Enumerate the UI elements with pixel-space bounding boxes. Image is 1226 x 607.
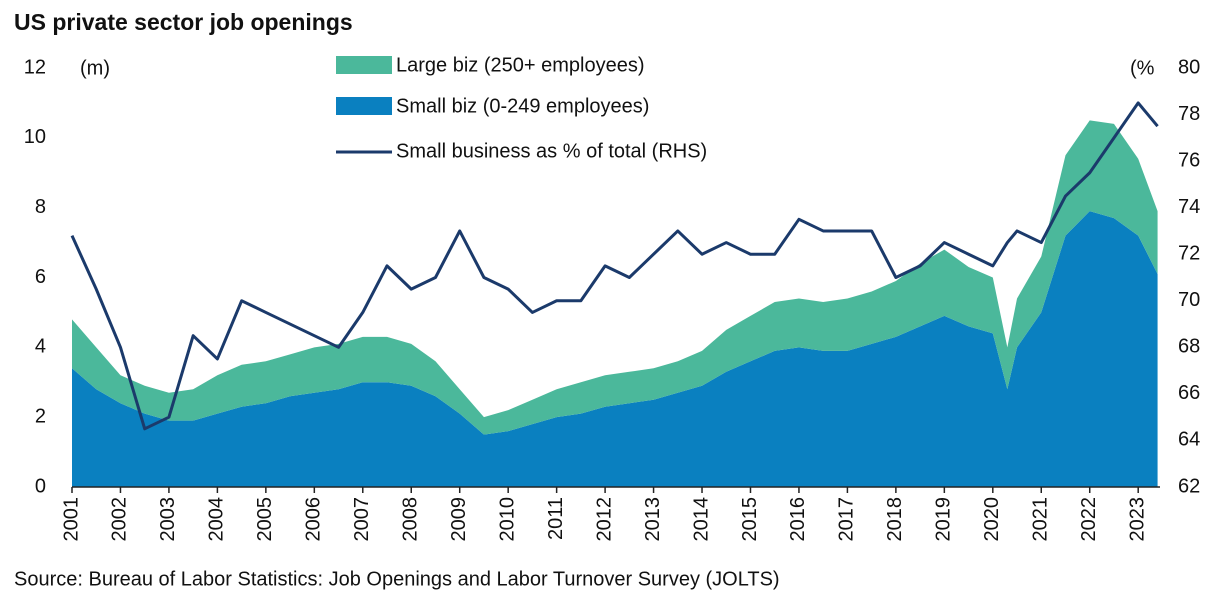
legend: Large biz (250+ employees) Small biz (0-… <box>336 54 707 162</box>
x-tick-label: 2007 <box>351 497 373 542</box>
x-tick-label: 2004 <box>206 497 228 542</box>
y2-tick-label: 72 <box>1178 243 1200 265</box>
y-tick-label: 2 <box>35 405 46 427</box>
x-tick-label: 2018 <box>884 497 906 542</box>
x-tick-label: 2019 <box>933 497 955 542</box>
legend-swatch <box>336 56 392 74</box>
y-tick-label: 4 <box>35 336 46 358</box>
legend-swatch <box>336 97 392 115</box>
x-tick-label: 2010 <box>496 497 518 542</box>
y-tick-label: 0 <box>35 475 46 497</box>
y-tick-label: 6 <box>35 266 46 288</box>
y2-tick-label: 70 <box>1178 289 1200 311</box>
x-tick-label: 2005 <box>254 497 276 542</box>
y-unit: (m) <box>80 57 110 79</box>
x-tick-label: 2001 <box>60 497 82 542</box>
x-tick-label: 2015 <box>739 497 761 542</box>
x-tick-label: 2006 <box>303 497 325 542</box>
x-tick-label: 2014 <box>690 497 712 542</box>
legend-label: Large biz (250+ employees) <box>396 54 644 76</box>
y2-tick-label: 74 <box>1178 196 1200 218</box>
x-tick-label: 2016 <box>787 497 809 542</box>
x-tick-label: 2008 <box>400 497 422 542</box>
x-tick-label: 2013 <box>642 497 664 542</box>
y2-tick-label: 68 <box>1178 336 1200 358</box>
area <box>72 120 1158 435</box>
source: Source: Bureau of Labor Statistics: Job … <box>14 568 780 590</box>
y2-tick-label: 80 <box>1178 56 1200 78</box>
y2-tick-label: 76 <box>1178 149 1200 171</box>
legend-label: Small biz (0-249 employees) <box>396 95 649 117</box>
y2-tick-label: 78 <box>1178 103 1200 125</box>
y2-tick-label: 62 <box>1178 475 1200 497</box>
legend-label: Small business as % of total (RHS) <box>396 140 707 162</box>
x-tick-label: 2002 <box>109 497 131 542</box>
chart-title: US private sector job openings <box>14 9 353 35</box>
x-tick-label: 2012 <box>593 497 615 542</box>
x-tick-label: 2022 <box>1078 497 1100 542</box>
x-tick-label: 2021 <box>1030 497 1052 542</box>
area <box>72 211 1158 488</box>
y-tick-label: 8 <box>35 196 46 218</box>
x-tick-label: 2023 <box>1126 497 1148 542</box>
y2-tick-label: 64 <box>1178 429 1200 451</box>
y2-tick-label: 66 <box>1178 382 1200 404</box>
x-tick-label: 2003 <box>157 497 179 542</box>
x-tick-label: 2017 <box>836 497 858 542</box>
y-tick-label: 10 <box>24 126 46 148</box>
x-tick-label: 2009 <box>448 497 470 542</box>
y2-unit: (% <box>1130 57 1155 79</box>
x-tick-label: 2011 <box>545 497 567 540</box>
line <box>70 101 1159 431</box>
x-tick-label: 2020 <box>981 497 1003 542</box>
y-tick-label: 12 <box>24 56 46 78</box>
